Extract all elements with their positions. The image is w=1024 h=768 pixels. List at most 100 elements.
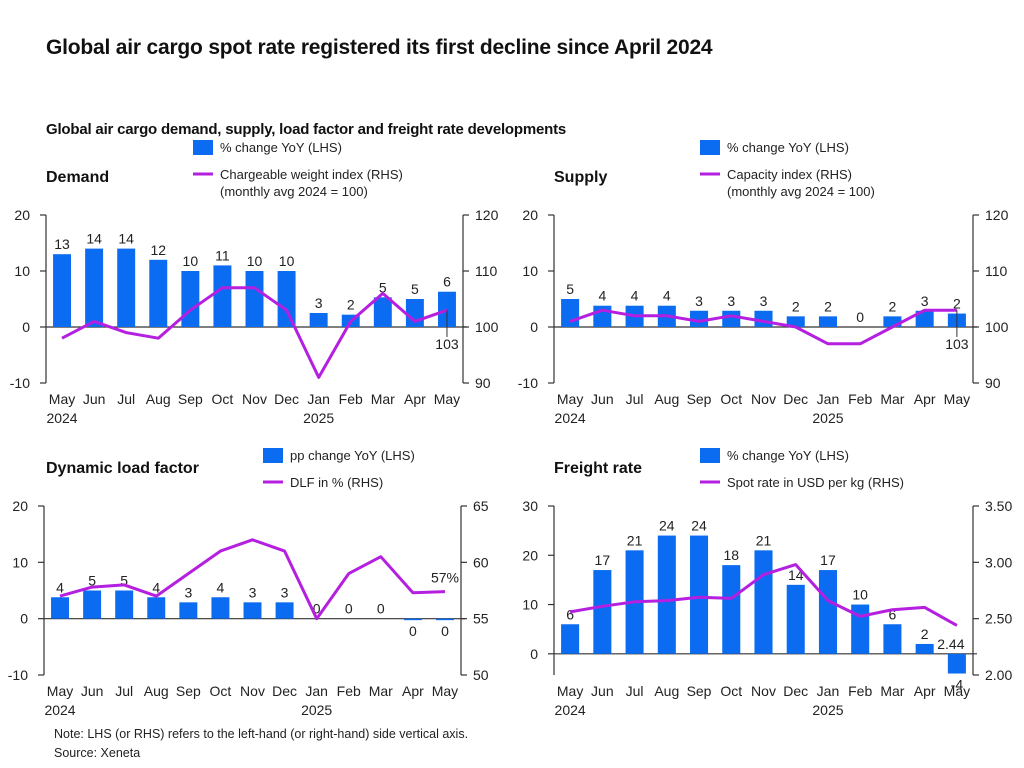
chart-panel-supply: Supply % change YoY (LHS) Capacity index (… — [518, 140, 1009, 426]
bar — [437, 291, 456, 327]
bar — [245, 271, 264, 327]
x-tick-label: Nov — [242, 391, 267, 407]
right-tick-label: 100 — [985, 319, 1009, 335]
bar-data-label: 14 — [118, 231, 134, 247]
legend-label: % change YoY (LHS) — [727, 448, 849, 463]
x-tick-label: Jun — [591, 683, 614, 699]
x-year-label: 2025 — [812, 410, 843, 426]
bar-data-label: 10 — [183, 253, 199, 269]
bar — [561, 299, 580, 327]
x-tick-label: Jul — [115, 683, 133, 699]
bar — [149, 259, 168, 327]
left-tick-label: 20 — [522, 207, 538, 223]
bar-data-label: 17 — [595, 552, 611, 568]
bar — [690, 535, 709, 654]
x-tick-label: Sep — [687, 683, 712, 699]
panel-title: Freight rate — [554, 460, 642, 477]
x-tick-label: May — [557, 391, 583, 407]
x-tick-label: Aug — [144, 683, 169, 699]
bar — [51, 597, 70, 619]
bar-data-label: 13 — [54, 236, 70, 252]
x-year-label: 2025 — [301, 702, 332, 718]
bar-data-label: 4 — [663, 288, 671, 304]
x-axis-labels: May Jun Jul Aug Sep Oct Nov Dec Jan Feb Mar Apr May 2… — [46, 391, 460, 426]
x-tick-label: May — [434, 391, 460, 407]
bar-data-label: 0 — [856, 309, 864, 325]
x-year-label: 2024 — [44, 702, 75, 718]
bar — [277, 271, 296, 327]
bar-data-label: 12 — [150, 242, 166, 258]
x-tick-label: Jul — [626, 683, 644, 699]
panel-title: Demand — [46, 169, 109, 186]
line-series: 103 — [61, 286, 459, 379]
bar-data-label: 0 — [377, 601, 385, 617]
bar-data-label: 2 — [824, 298, 832, 314]
bar-data-label: 10 — [279, 253, 295, 269]
left-tick-label: 0 — [530, 319, 538, 335]
x-tick-label: Mar — [369, 683, 393, 699]
x-tick-label: May — [944, 683, 970, 699]
bar — [115, 590, 134, 619]
x-tick-label: Mar — [880, 391, 904, 407]
x-tick-label: Oct — [720, 683, 742, 699]
line-series: 57% — [59, 538, 459, 621]
x-tick-label: Jul — [626, 391, 644, 407]
right-tick-label: 50 — [473, 667, 489, 683]
x-tick-label: Oct — [210, 683, 232, 699]
bar-data-label: 14 — [86, 231, 102, 247]
left-tick-label: 20 — [14, 207, 30, 223]
bar-data-label: 2 — [792, 298, 800, 314]
x-tick-label: Apr — [402, 683, 424, 699]
x-tick-label: Feb — [339, 391, 363, 407]
x-tick-label: May — [49, 391, 75, 407]
left-tick-label: -10 — [518, 375, 538, 391]
right-tick-label: 110 — [985, 263, 1008, 279]
bar — [561, 624, 580, 654]
x-tick-label: Jan — [305, 683, 328, 699]
bar — [373, 297, 392, 327]
x-tick-label: May — [432, 683, 458, 699]
bar — [915, 643, 934, 654]
legend-label: (monthly avg 2024 = 100) — [727, 184, 875, 199]
bar — [818, 570, 837, 654]
legend: % change YoY (LHS) Spot rate in USD per k… — [700, 448, 904, 490]
legend: % change YoY (LHS) Chargeable weight inde… — [193, 140, 403, 199]
left-tick-label: 20 — [12, 498, 28, 514]
left-tick-label: 0 — [22, 319, 30, 335]
bar-data-label: 11 — [215, 247, 230, 263]
bar-data-label: 3 — [760, 293, 768, 309]
bar-series: 4 5 5 4 3 4 3 3 0 0 0 0 0 — [51, 573, 454, 639]
bar — [883, 316, 902, 327]
x-tick-label: Sep — [178, 391, 203, 407]
x-tick-label: Aug — [654, 683, 679, 699]
bar-data-label: 4 — [56, 579, 64, 595]
bar-data-label: 2 — [953, 296, 961, 312]
bar — [722, 565, 741, 654]
bar-data-label: 3 — [315, 295, 323, 311]
right-tick-label: 2.50 — [985, 611, 1012, 627]
x-tick-label: May — [557, 683, 583, 699]
right-tick-label: 110 — [475, 263, 498, 279]
left-tick-label: 10 — [522, 263, 538, 279]
legend-bar-swatch — [263, 448, 283, 463]
bar-data-label: 24 — [659, 518, 675, 534]
bar-data-label: 24 — [691, 518, 707, 534]
x-tick-label: Dec — [783, 391, 808, 407]
bar — [85, 248, 104, 327]
left-tick-label: -10 — [8, 667, 28, 683]
x-tick-label: Dec — [272, 683, 297, 699]
bar-data-label: 3 — [727, 293, 735, 309]
legend-label: DLF in % (RHS) — [290, 475, 383, 490]
left-tick-label: 0 — [530, 646, 538, 662]
line-end-label: 57% — [431, 570, 459, 586]
bar — [435, 618, 454, 621]
bar-data-label: 3 — [281, 584, 289, 600]
line-series: 2.44 — [569, 563, 965, 652]
bar-data-label: 3 — [695, 293, 703, 309]
left-tick-label: 30 — [522, 498, 538, 514]
bar-data-label: 0 — [345, 601, 353, 617]
chart-panel-load-factor: Dynamic load factor pp change YoY (LHS) DL… — [8, 448, 489, 718]
legend-label: Chargeable weight index (RHS) — [220, 167, 403, 182]
